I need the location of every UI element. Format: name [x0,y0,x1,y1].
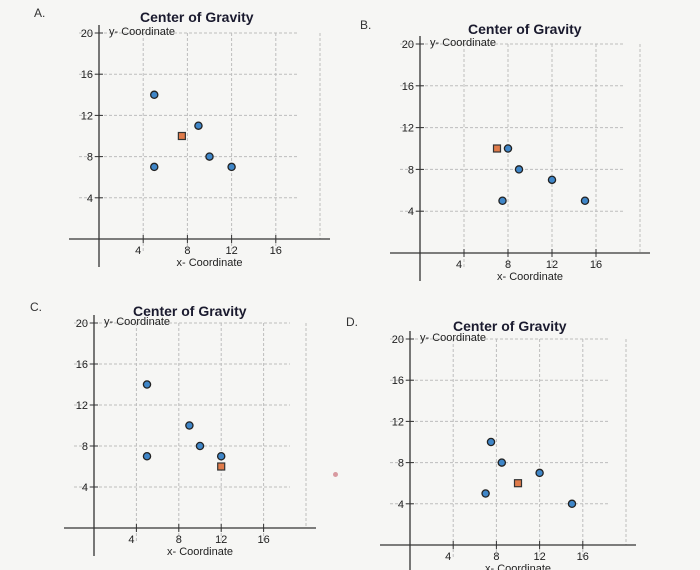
y-tick-label: 20 [392,334,404,346]
data-point [205,152,214,161]
x-axis-label: x- Coordinate [167,546,233,558]
y-tick-label: 20 [76,318,88,330]
y-tick-label: 12 [76,400,88,412]
data-point [149,162,159,172]
y-tick-label: 8 [398,458,404,470]
data-point [514,165,524,174]
y-tick-label: 4 [87,193,93,205]
y-tick-label: 20 [81,28,93,40]
center-of-gravity-marker [177,131,186,141]
chart-title: Center of Gravity [453,318,567,334]
y-tick-label: 16 [402,81,414,93]
data-point [227,162,236,172]
x-tick-label: 4 [445,551,451,563]
y-axis-label: y- Coordinate [104,316,170,328]
data-point [503,144,513,153]
x-tick-label: 8 [184,245,190,257]
y-tick-label: 4 [408,206,414,218]
data-point [567,499,577,509]
x-axis-label: x- Coordinate [497,271,563,283]
data-point [580,196,590,205]
data-point [535,468,544,478]
y-tick-label: 4 [398,499,404,511]
option-letter: C. [30,300,42,314]
y-axis-label: y- Coordinate [430,37,496,49]
option-letter: D. [346,315,358,329]
x-tick-label: 16 [257,534,269,546]
y-tick-label: 8 [87,152,93,164]
data-point [185,421,194,430]
y-tick-label: 8 [408,164,414,176]
x-tick-label: 8 [176,534,182,546]
y-tick-label: 8 [82,441,88,453]
x-tick-label: 12 [225,245,237,257]
data-point [486,437,496,447]
x-tick-label: 12 [546,259,558,271]
data-point [142,380,152,389]
x-tick-label: 4 [456,259,462,271]
option-letter: A. [34,6,46,20]
data-point [195,441,205,451]
x-tick-label: 12 [215,534,227,546]
data-point [194,121,203,130]
center-of-gravity-marker [217,462,226,471]
center-of-gravity-marker [492,144,502,153]
y-tick-label: 4 [82,482,88,494]
x-axis-label: x- Coordinate [485,563,551,570]
x-tick-label: 16 [577,551,589,563]
data-point [547,175,557,185]
x-tick-label: 12 [533,551,545,563]
x-tick-label: 4 [135,245,141,257]
x-tick-label: 16 [270,245,282,257]
y-axis-label: y- Coordinate [109,26,175,38]
center-of-gravity-marker [513,479,523,488]
chart-title: Center of Gravity [468,21,582,37]
data-point [149,90,159,100]
y-axis-label: y- Coordinate [420,332,486,344]
data-point [216,451,226,461]
option-letter: B. [360,18,372,32]
x-tick-label: 4 [128,534,134,546]
y-tick-label: 12 [81,110,93,122]
y-tick-label: 12 [402,123,414,135]
data-point [142,451,152,461]
data-point [498,196,507,205]
y-tick-label: 16 [76,359,88,371]
y-tick-label: 12 [392,416,404,428]
y-tick-label: 16 [392,375,404,387]
x-tick-label: 16 [590,259,602,271]
chart-title: Center of Gravity [133,303,247,319]
x-tick-label: 8 [493,551,499,563]
chart-title: Center of Gravity [140,9,254,25]
y-tick-label: 20 [402,39,414,51]
data-point [497,458,507,467]
x-axis-label: x- Coordinate [176,257,242,269]
data-point [481,489,490,498]
x-tick-label: 8 [505,259,511,271]
stray-dot [333,472,338,477]
y-tick-label: 16 [81,69,93,81]
